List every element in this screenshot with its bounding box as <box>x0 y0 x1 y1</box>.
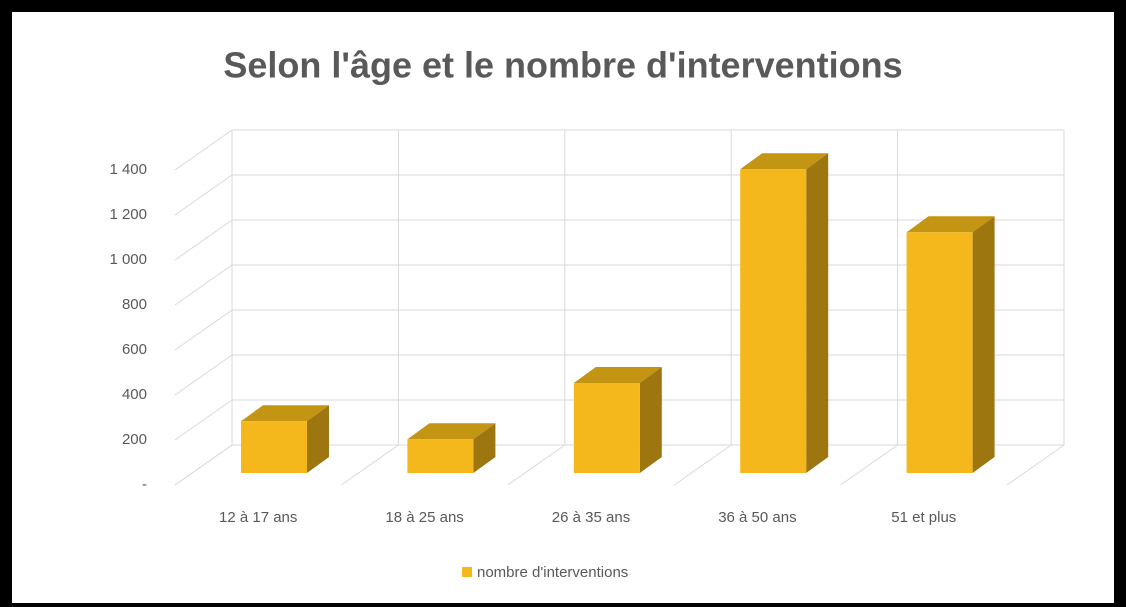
floor-line <box>673 444 732 486</box>
grid-line <box>174 174 233 216</box>
bar-top <box>740 153 829 170</box>
grid-line <box>174 129 233 171</box>
y-tick-label: 600 <box>122 341 147 358</box>
bar-top <box>906 216 995 233</box>
bar-side <box>806 153 829 473</box>
y-tick-label: 1 000 <box>109 251 147 268</box>
y-tick-label: - <box>142 476 147 493</box>
grid-line <box>174 354 233 396</box>
y-tick-label: 1 200 <box>109 206 147 223</box>
bar <box>740 169 807 473</box>
chart-title: Selon l'âge et le nombre d'interventions <box>223 45 902 86</box>
bar <box>241 421 307 473</box>
bar <box>407 439 474 473</box>
x-tick-label: 51 et plus <box>891 509 956 526</box>
floor-line <box>341 444 399 486</box>
bar <box>573 383 640 473</box>
bar-top <box>407 423 496 440</box>
legend-swatch <box>462 567 472 577</box>
x-tick-label: 26 à 35 ans <box>552 509 630 526</box>
y-tick-label: 800 <box>122 296 147 313</box>
x-tick-label: 36 à 50 ans <box>718 509 796 526</box>
y-tick-label: 400 <box>122 386 147 403</box>
bar-side <box>473 423 496 473</box>
grid-line <box>174 399 233 441</box>
bar-side <box>639 367 662 473</box>
bar-side <box>307 405 329 473</box>
x-tick-label: 12 à 17 ans <box>219 509 297 526</box>
grid-line <box>174 219 233 261</box>
bar-top <box>573 367 662 383</box>
floor-line <box>174 444 233 486</box>
y-tick-label: 200 <box>122 431 147 448</box>
bar-top <box>241 405 329 422</box>
bar <box>906 232 973 473</box>
grid-line <box>174 309 233 351</box>
grid-line <box>174 264 233 306</box>
floor-line <box>840 444 898 486</box>
floor-line <box>507 444 566 486</box>
y-tick-label: 1 400 <box>109 161 147 178</box>
x-tick-label: 18 à 25 ans <box>385 509 463 526</box>
bar-side <box>972 216 995 473</box>
floor-line <box>1006 444 1065 486</box>
legend-label: nombre d'interventions <box>477 564 628 581</box>
